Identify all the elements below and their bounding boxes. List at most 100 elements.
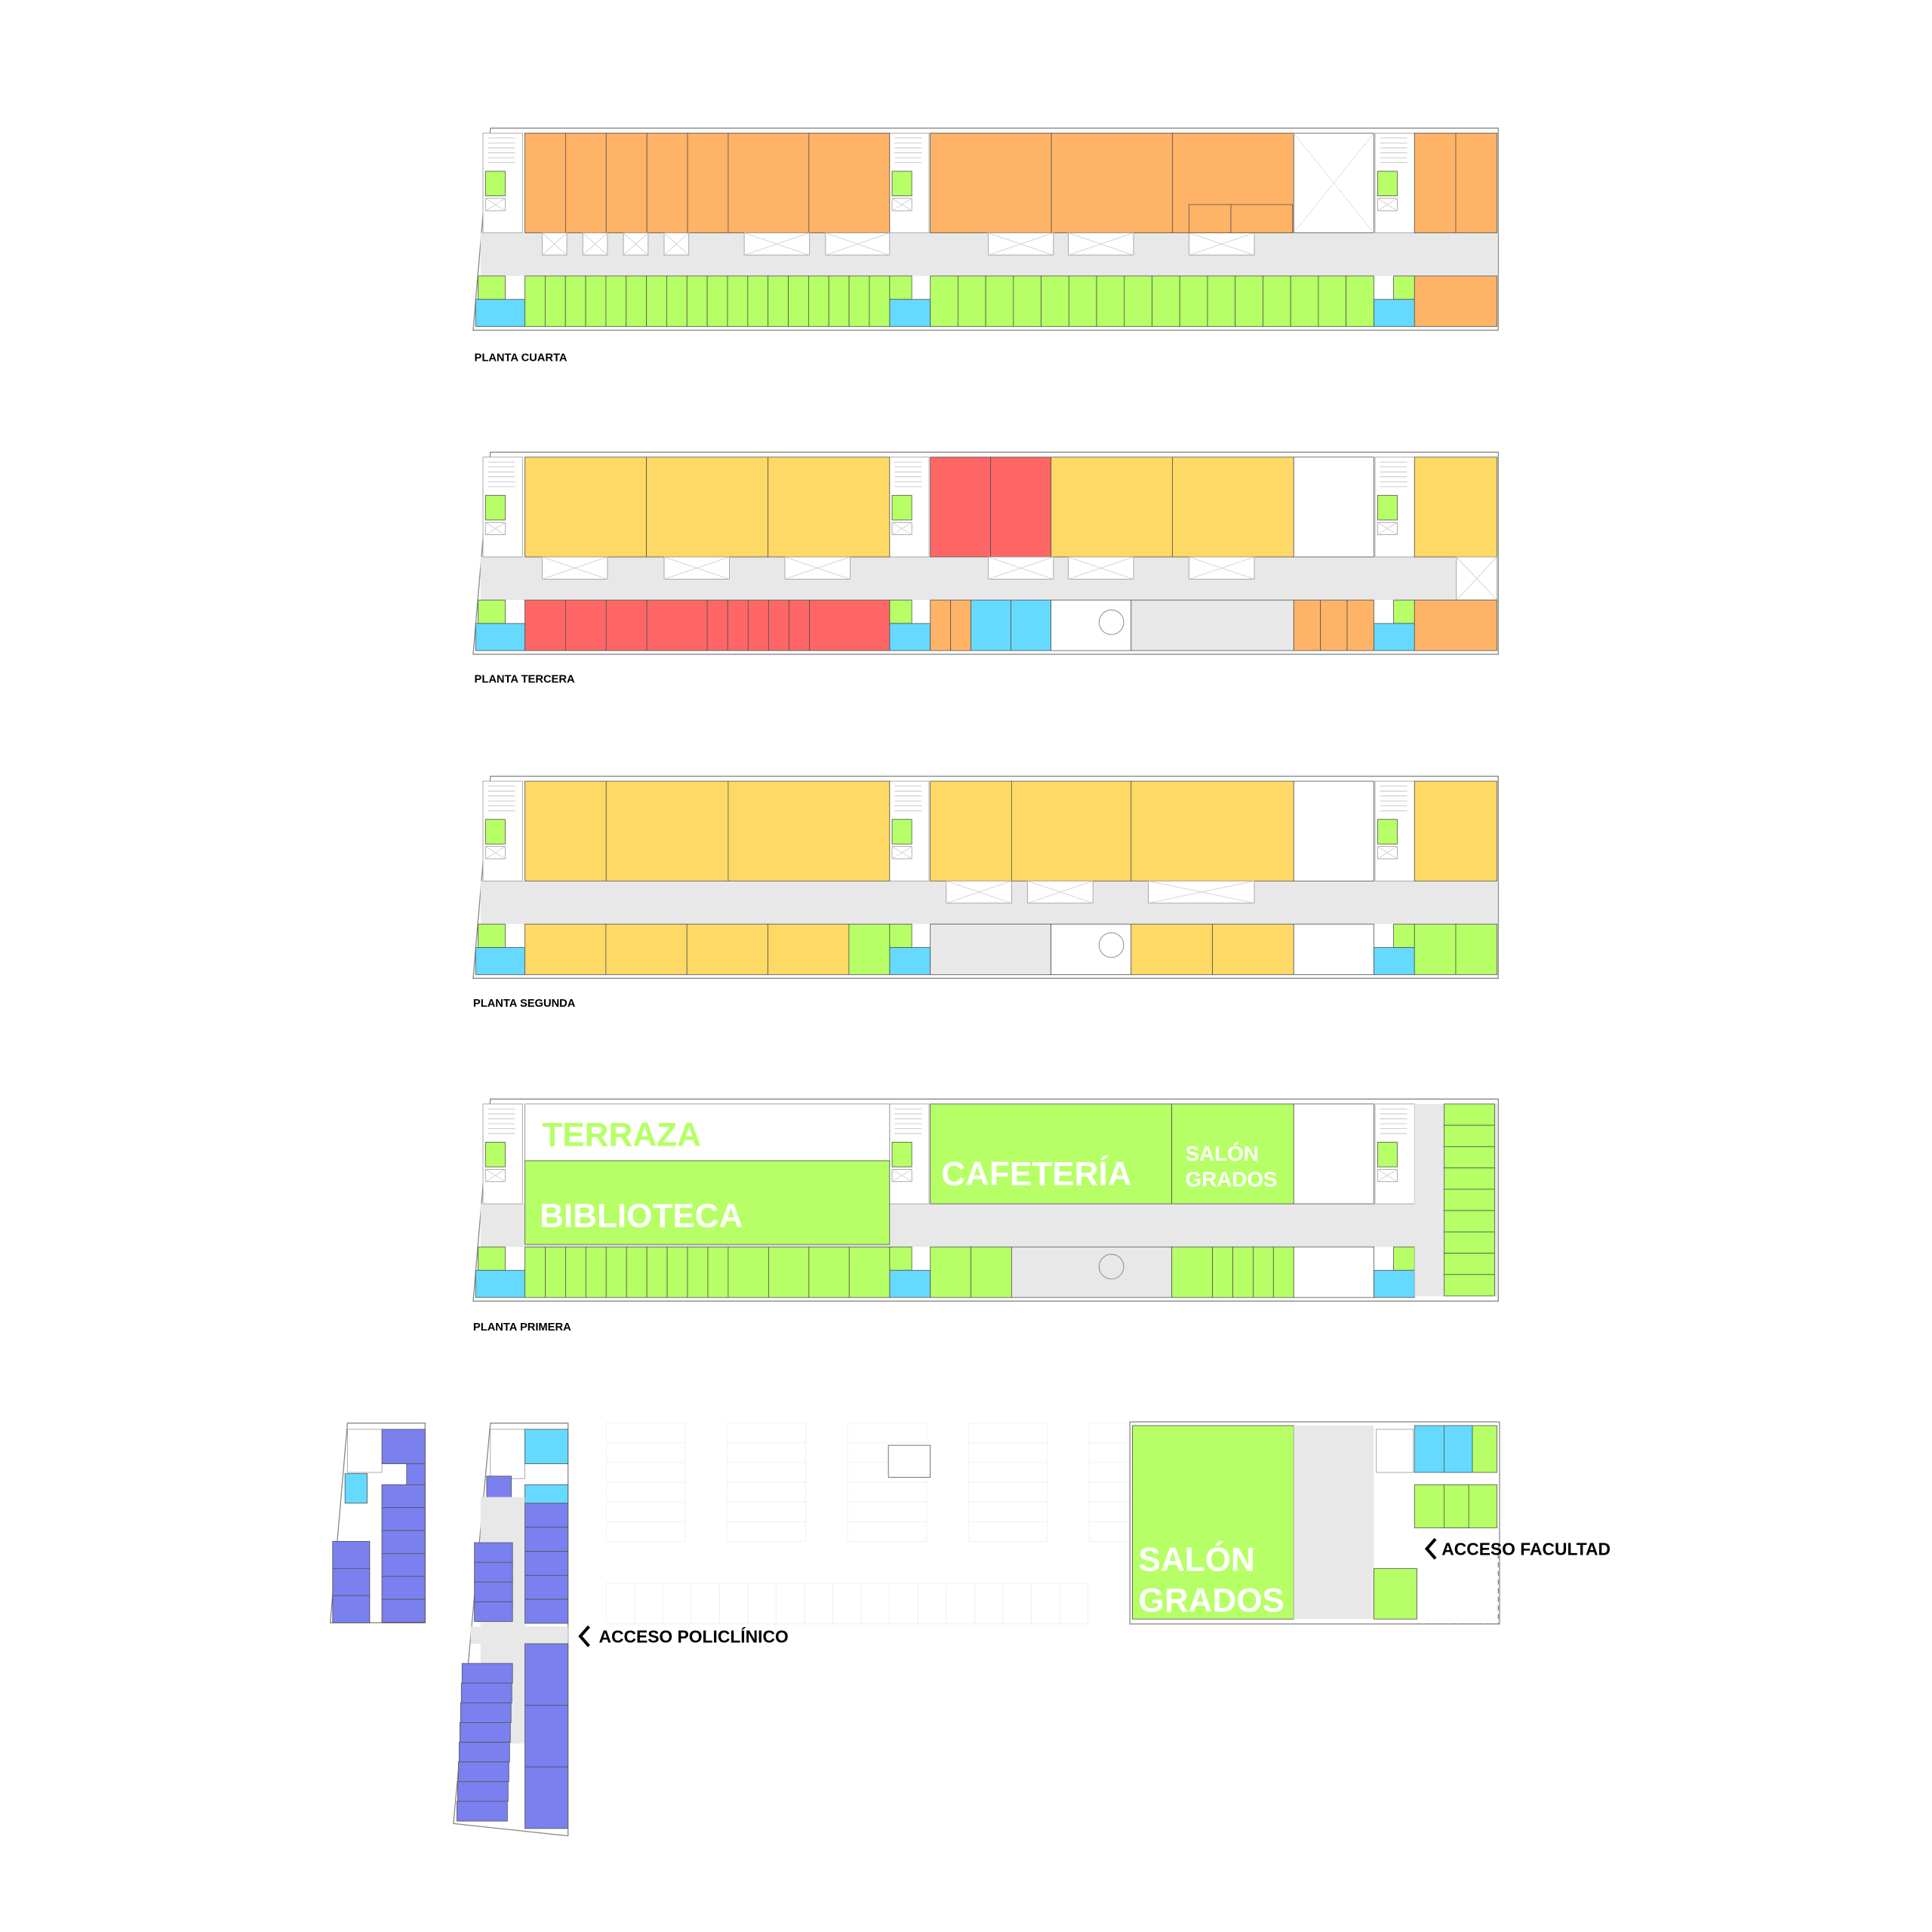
room: [525, 457, 648, 558]
floor-label-segunda: PLANTA SEGUNDA: [473, 998, 576, 1010]
room: [869, 275, 891, 328]
room: [930, 457, 992, 558]
room: [1318, 275, 1347, 328]
room: [585, 275, 607, 328]
toilet: [485, 819, 506, 844]
parking-outline: [605, 1501, 686, 1522]
room: [1293, 1103, 1374, 1204]
room: [808, 275, 829, 328]
parking-outline: [776, 1583, 805, 1625]
void-cross: [784, 556, 851, 580]
room: [525, 1246, 546, 1298]
room: [1011, 1246, 1173, 1298]
room: [1232, 1246, 1254, 1298]
room: [1011, 780, 1132, 881]
parking-outline: [605, 1583, 635, 1625]
service: [1374, 299, 1415, 328]
room: [544, 275, 566, 328]
room: [1444, 1124, 1495, 1147]
parking-outline: [860, 1583, 891, 1625]
room: [1414, 132, 1457, 233]
service: [475, 299, 525, 328]
void-cross: [663, 556, 730, 580]
salon-grados: [1132, 1425, 1294, 1620]
room: [1171, 1246, 1213, 1298]
void-cross: [891, 198, 912, 211]
parking-outline: [747, 1583, 777, 1625]
room: [1179, 275, 1208, 328]
toilet: [891, 171, 912, 196]
room: [605, 599, 648, 651]
room: [848, 275, 870, 328]
stair-core: [490, 1429, 525, 1479]
void-cross: [485, 846, 506, 860]
stair-core: [1376, 1429, 1414, 1473]
room-label-biblioteca: BIBLIOTECA: [540, 1198, 743, 1235]
room: [1212, 924, 1294, 975]
room: [1051, 457, 1173, 558]
service: [475, 947, 525, 975]
service: [475, 1269, 525, 1298]
room: [1444, 1146, 1495, 1168]
room: [728, 780, 891, 881]
room: [727, 599, 749, 651]
room: [686, 275, 708, 328]
void-cross: [1027, 880, 1094, 904]
void-cross: [743, 232, 810, 256]
room-label-salon-primera-1: SALÓN: [1186, 1142, 1259, 1165]
room: [1346, 599, 1374, 651]
void-cross: [825, 232, 890, 256]
room-label-salon-baja-2: GRADOS: [1139, 1583, 1284, 1620]
plan-labels: PLANTA CUARTA PLANTA TERCERA PLANTA SEGU…: [473, 352, 1611, 1647]
parking-outline: [726, 1501, 807, 1522]
parking-outline: [847, 1423, 928, 1444]
room: [930, 780, 1012, 881]
room: [1444, 1253, 1495, 1275]
room: [768, 924, 850, 975]
room: [1444, 1210, 1495, 1232]
room: [1152, 275, 1180, 328]
room: [768, 1246, 810, 1298]
room: [525, 924, 607, 975]
room: [525, 599, 566, 651]
parking-outline: [974, 1583, 1004, 1625]
parking-space: [474, 1561, 513, 1583]
service: [1374, 947, 1415, 975]
room: [1051, 924, 1132, 975]
parking-outline: [605, 1442, 686, 1463]
room-label-salon-baja-1: SALÓN: [1139, 1541, 1255, 1579]
room: [1041, 275, 1069, 328]
parking-outline: [605, 1521, 686, 1542]
room: [1124, 275, 1152, 328]
toilet: [891, 819, 912, 844]
parking-outline: [726, 1521, 807, 1542]
parking-outline: [968, 1423, 1048, 1444]
parking-outline: [605, 1462, 686, 1483]
parking-outline: [968, 1442, 1048, 1463]
room: [808, 1246, 850, 1298]
room: [1455, 924, 1498, 975]
room: [727, 275, 749, 328]
parking-space: [381, 1530, 426, 1554]
void-cross: [623, 232, 649, 256]
access-label-facultad: ACCESO FACULTAD: [1441, 1539, 1611, 1558]
room: [1293, 457, 1374, 558]
parking-outline: [847, 1521, 928, 1542]
room: [768, 457, 891, 558]
void-cross: [1293, 133, 1374, 233]
room: [930, 1103, 1173, 1204]
corridor: [1294, 1425, 1374, 1620]
parking-outline: [917, 1583, 947, 1625]
parking-space: [474, 1542, 513, 1563]
parking-outline: [832, 1583, 862, 1625]
room: [545, 1246, 566, 1298]
room: [1346, 275, 1374, 328]
room: [728, 132, 810, 233]
parking-space: [381, 1507, 426, 1531]
room: [828, 275, 850, 328]
void-cross: [988, 232, 1054, 256]
room: [565, 599, 607, 651]
service: [1444, 1425, 1473, 1473]
room: [605, 780, 729, 881]
room: [930, 132, 1052, 233]
